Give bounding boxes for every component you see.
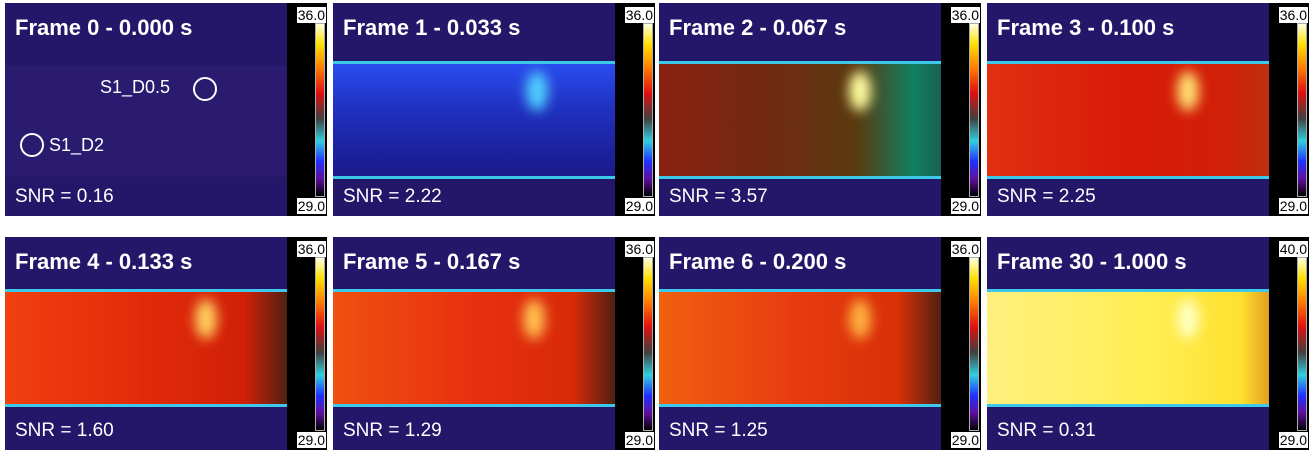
colorbar-max: 36.0 — [624, 7, 654, 23]
colorbar-max: 36.0 — [1278, 7, 1308, 23]
colorbar-gradient — [315, 23, 325, 197]
thermal-panel: 36.0 29.0 Frame 1 - 0.033 s SNR = 2.22 — [333, 3, 655, 216]
colorbar-min: 29.0 — [950, 432, 980, 448]
thermal-panel: 36.0 29.0 Frame 3 - 0.100 s SNR = 2.25 — [987, 3, 1309, 216]
colorbar: 36.0 29.0 — [287, 3, 327, 216]
thermal-image — [659, 237, 941, 450]
frame-title: Frame 0 - 0.000 s — [15, 15, 193, 40]
sensor-label: S1_D0.5 — [100, 77, 171, 97]
thermal-image — [987, 237, 1269, 450]
colorbar: 36.0 29.0 — [1269, 3, 1309, 216]
colorbar-max: 36.0 — [296, 7, 326, 23]
colorbar-min: 29.0 — [624, 198, 654, 214]
colorbar-min: 29.0 — [296, 198, 326, 214]
hot-spot — [849, 71, 871, 111]
colorbar: 36.0 29.0 — [615, 3, 655, 216]
snr-label: SNR = 3.57 — [669, 186, 768, 207]
thermal-image — [659, 3, 941, 216]
colorbar-gradient — [1297, 257, 1307, 431]
channel-band — [987, 61, 1269, 179]
colorbar: 40.0 29.0 — [1269, 237, 1309, 450]
sensor-marker — [193, 77, 217, 101]
colorbar-gradient — [643, 23, 653, 197]
colorbar: 36.0 29.0 — [941, 237, 981, 450]
frame-title: Frame 1 - 0.033 s — [343, 15, 521, 40]
thermal-image — [333, 3, 615, 216]
channel-band — [987, 289, 1269, 407]
colorbar: 36.0 29.0 — [287, 237, 327, 450]
colorbar: 36.0 29.0 — [941, 3, 981, 216]
colorbar-max: 36.0 — [296, 241, 326, 257]
hot-spot — [1177, 71, 1199, 111]
colorbar-min: 29.0 — [624, 432, 654, 448]
frame-title: Frame 3 - 0.100 s — [997, 15, 1175, 40]
thermal-image — [333, 237, 615, 450]
channel-band — [5, 63, 287, 179]
thermal-image — [5, 237, 287, 450]
colorbar-gradient — [969, 257, 979, 431]
thermal-panel: 36.0 29.0 Frame 2 - 0.067 s SNR = 3.57 — [659, 3, 981, 216]
sensor-label: S1_D2 — [49, 135, 105, 155]
colorbar-min: 29.0 — [950, 198, 980, 214]
colorbar-max: 36.0 — [624, 241, 654, 257]
thermal-panel: 36.0 29.0 Frame 0 - 0.000 s SNR = 0.16 S1_D0… — [5, 3, 327, 216]
colorbar-min: 29.0 — [296, 432, 326, 448]
colorbar-max: 36.0 — [950, 7, 980, 23]
snr-label: SNR = 0.16 — [15, 186, 114, 207]
channel-band — [659, 61, 941, 179]
channel-band — [659, 289, 941, 407]
thermal-panel: 36.0 29.0 Frame 4 - 0.133 s SNR = 1.60 — [5, 237, 327, 450]
frame-title: Frame 4 - 0.133 s — [15, 249, 193, 274]
frame-title: Frame 30 - 1.000 s — [997, 249, 1187, 274]
thermal-panel: 40.0 29.0 Frame 30 - 1.000 s SNR = 0.31 — [987, 237, 1309, 450]
channel-band — [5, 289, 287, 407]
colorbar-min: 29.0 — [1278, 432, 1308, 448]
frame-title: Frame 5 - 0.167 s — [343, 249, 521, 274]
colorbar-gradient — [969, 23, 979, 197]
snr-label: SNR = 0.31 — [997, 420, 1096, 441]
colorbar-gradient — [315, 257, 325, 431]
colorbar-gradient — [1297, 23, 1307, 197]
snr-label: SNR = 1.25 — [669, 420, 768, 441]
thermal-panel: 36.0 29.0 Frame 5 - 0.167 s SNR = 1.29 — [333, 237, 655, 450]
snr-label: SNR = 1.60 — [15, 420, 114, 441]
hot-spot — [1177, 299, 1199, 339]
hot-spot — [849, 299, 871, 339]
sensor-marker — [20, 133, 44, 157]
colorbar-max: 40.0 — [1278, 241, 1308, 257]
frame-title: Frame 6 - 0.200 s — [669, 249, 847, 274]
snr-label: SNR = 1.29 — [343, 420, 442, 441]
colorbar: 36.0 29.0 — [615, 237, 655, 450]
hot-spot — [523, 299, 545, 339]
thermal-image — [987, 3, 1269, 216]
channel-band — [333, 289, 615, 407]
thermal-panel: 36.0 29.0 Frame 6 - 0.200 s SNR = 1.25 — [659, 237, 981, 450]
colorbar-min: 29.0 — [1278, 198, 1308, 214]
hot-spot — [526, 71, 548, 111]
colorbar-gradient — [643, 257, 653, 431]
channel-band — [333, 61, 615, 179]
snr-label: SNR = 2.25 — [997, 186, 1096, 207]
hot-spot — [195, 299, 217, 339]
colorbar-max: 36.0 — [950, 241, 980, 257]
snr-label: SNR = 2.22 — [343, 186, 442, 207]
frame-title: Frame 2 - 0.067 s — [669, 15, 847, 40]
thermal-image — [5, 3, 287, 216]
